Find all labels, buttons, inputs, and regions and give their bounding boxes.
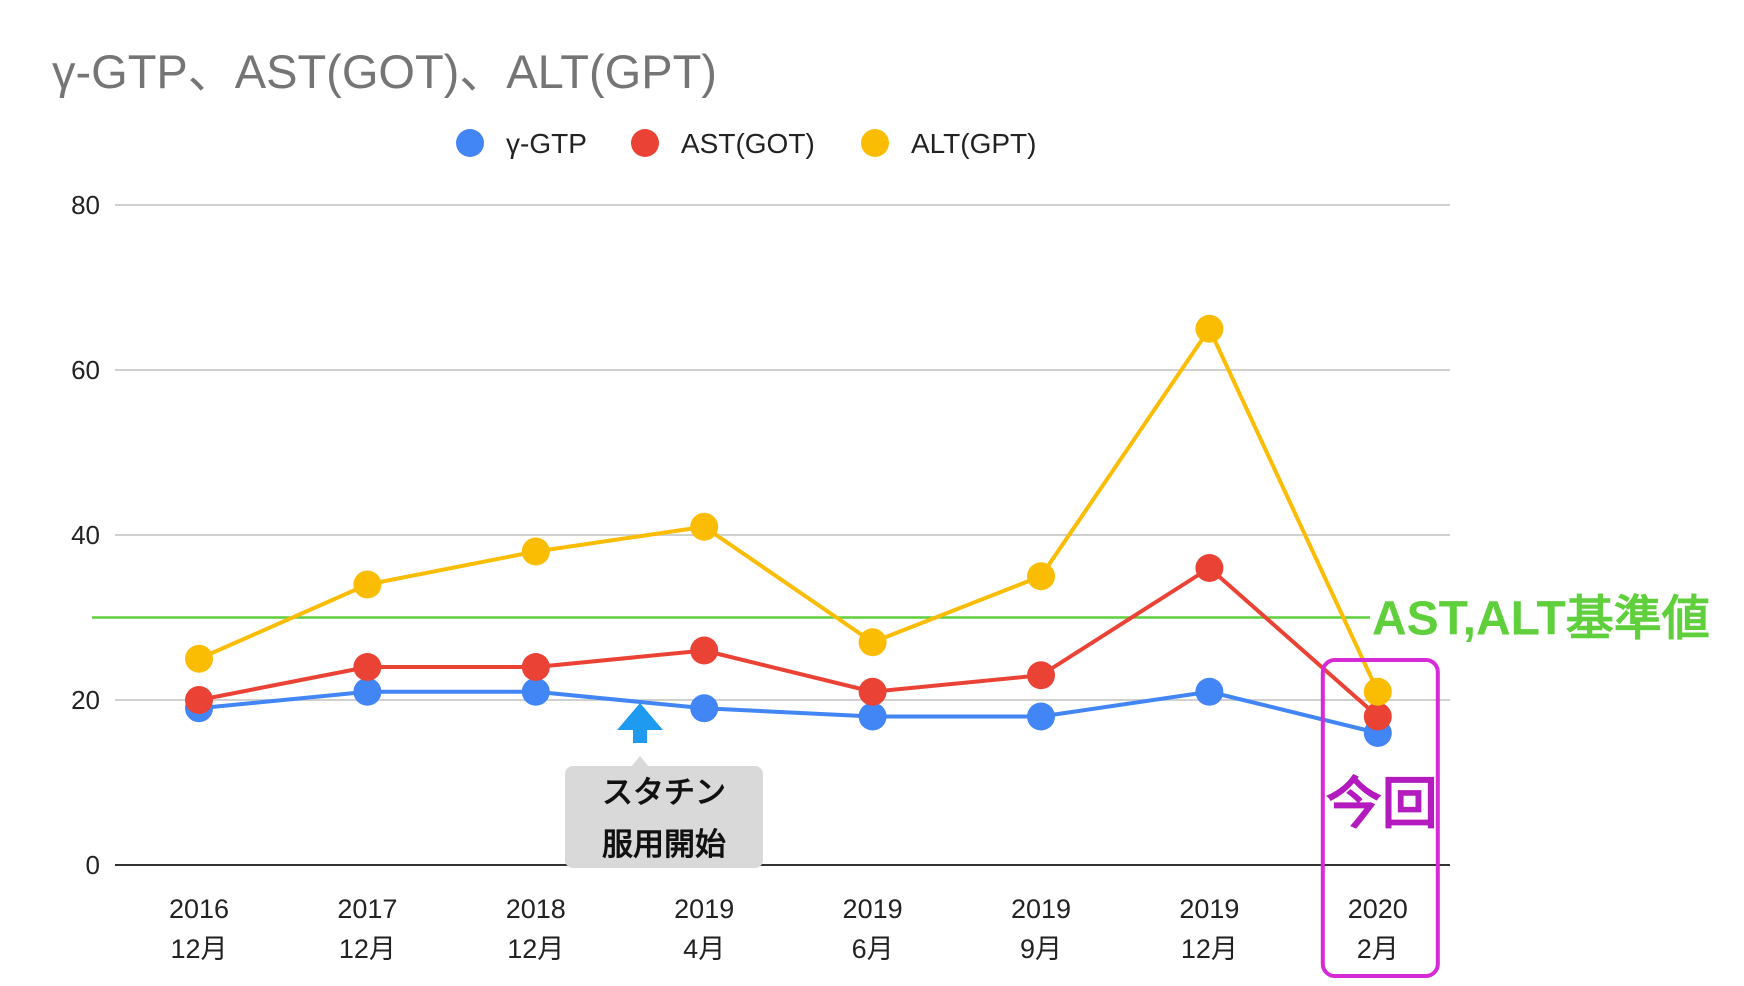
x-tick-label-year: 2019 <box>843 894 903 924</box>
x-tick-label-year: 2019 <box>674 894 734 924</box>
chart-title: γ-GTP、AST(GOT)、ALT(GPT) <box>52 45 717 98</box>
data-point <box>1027 562 1055 591</box>
data-point <box>1195 554 1224 582</box>
legend-label: ALT(GPT) <box>911 128 1036 159</box>
data-point <box>858 677 887 706</box>
legend-label: γ-GTP <box>506 128 587 159</box>
x-axis-ticks: 2016 12月 2017 12月 2018 12月 2019 4月 2019 6月 2019 9月 2… <box>169 894 1408 964</box>
x-tick-label-month: 6月 <box>852 934 894 964</box>
current-label: 今回 <box>1326 772 1438 835</box>
legend-label: AST(GOT) <box>681 128 815 159</box>
series-line <box>198 326 1380 693</box>
data-point <box>521 537 550 566</box>
statin-callout-pointer <box>631 756 649 767</box>
data-point <box>353 570 382 599</box>
data-point <box>1363 702 1392 731</box>
data-point <box>1027 702 1055 731</box>
y-tick-label: 0 <box>86 850 100 880</box>
data-point <box>858 702 887 731</box>
data-point <box>185 686 213 714</box>
statin-callout-text: 服用開始 <box>602 827 726 862</box>
x-tick-label-year: 2019 <box>1179 894 1239 924</box>
statin-callout-box <box>565 766 763 868</box>
series-line <box>198 566 1380 719</box>
legend-marker <box>631 129 659 157</box>
x-tick-label-year: 2016 <box>169 894 229 924</box>
x-tick-label-year: 2017 <box>337 894 397 924</box>
series-0 <box>185 677 1392 747</box>
reference-line: AST,ALT基準値 <box>92 593 1710 646</box>
x-tick-label-month: 12月 <box>507 934 564 964</box>
data-point <box>353 653 382 681</box>
x-tick-label-month: 12月 <box>1181 934 1238 964</box>
data-point <box>1363 677 1392 706</box>
series-line <box>198 689 1379 735</box>
statin-arrow <box>617 703 663 743</box>
series-2 <box>185 314 1392 706</box>
gridlines <box>115 204 1450 866</box>
data-point <box>185 644 213 673</box>
data-point <box>521 677 550 706</box>
legend: γ-GTP AST(GOT) ALT(GPT) <box>456 128 1036 159</box>
data-point <box>521 653 550 681</box>
series-layer <box>185 314 1392 747</box>
y-tick-label: 40 <box>71 520 100 550</box>
statin-callout-text: スタチン <box>602 775 726 810</box>
series-1 <box>185 554 1392 731</box>
y-tick-label: 80 <box>71 190 100 220</box>
data-point <box>1027 661 1055 690</box>
legend-marker <box>456 129 484 157</box>
data-point <box>353 677 382 706</box>
x-tick-label-year: 2018 <box>506 894 566 924</box>
reference-line-label: AST,ALT基準値 <box>1372 593 1710 646</box>
legend-marker <box>861 129 889 157</box>
x-tick-label-year: 2019 <box>1011 894 1071 924</box>
current-highlight-box <box>1320 658 1440 978</box>
data-point <box>858 628 887 657</box>
x-tick-label-month: 4月 <box>683 934 725 964</box>
x-tick-label-month: 12月 <box>170 934 227 964</box>
data-point <box>1195 314 1224 343</box>
data-point <box>690 694 719 723</box>
y-tick-label: 20 <box>71 685 100 715</box>
x-tick-label-month: 2月 <box>1357 934 1399 964</box>
x-tick-label-year: 2020 <box>1348 894 1408 924</box>
y-tick-label: 60 <box>71 355 100 385</box>
data-point <box>690 512 719 541</box>
data-point <box>690 636 719 665</box>
x-tick-label-month: 12月 <box>339 934 396 964</box>
y-axis-ticks: 0 20 40 60 80 <box>71 190 100 880</box>
x-tick-label-month: 9月 <box>1020 934 1062 964</box>
data-point <box>1195 677 1224 706</box>
